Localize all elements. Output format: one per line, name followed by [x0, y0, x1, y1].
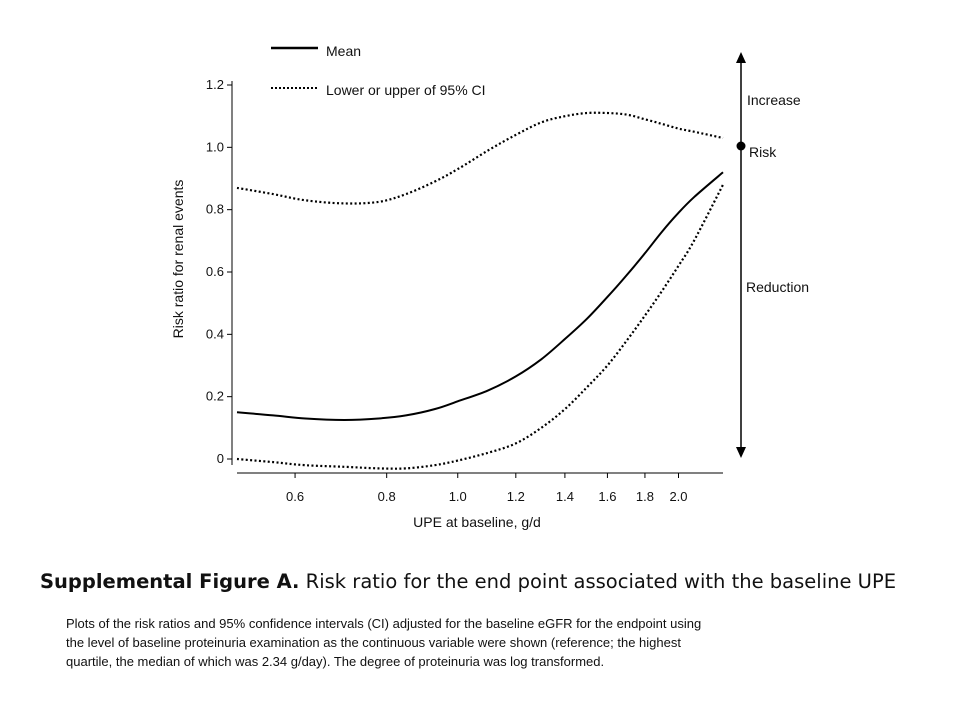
x-tick-label: 0.6 — [286, 489, 304, 504]
figure-caption-text: Risk ratio for the end point associated … — [299, 570, 897, 593]
x-tick-label: 1.2 — [507, 489, 525, 504]
risk-ratio-chart: 0 0.2 0.4 0.6 0.8 1.0 1.2 0.6 0.8 1.0 1.2 1.4 1.6 1.… — [170, 43, 809, 530]
legend-mean-label: Mean — [326, 43, 361, 59]
x-tick-label: 2.0 — [669, 489, 687, 504]
caption-line: Plots of the risk ratios and 95% confide… — [66, 616, 702, 631]
figure-caption-body: Plots of the risk ratios and 95% confide… — [66, 614, 866, 671]
y-tick-label: 0.8 — [206, 202, 224, 217]
series-layer — [236, 111, 724, 470]
y-tick-label: 0.2 — [206, 389, 224, 404]
figure-caption-label: Supplemental Figure A. — [40, 570, 300, 593]
caption-line: the level of baseline proteinuria examin… — [66, 635, 681, 650]
risk-label: Risk — [749, 144, 777, 160]
risk-indicator: Increase Risk Reduction — [736, 52, 809, 458]
legend: Mean Lower or upper of 95% CI — [271, 43, 486, 98]
x-tick-label: 1.6 — [598, 489, 616, 504]
legend-ci-label: Lower or upper of 95% CI — [326, 82, 486, 98]
mean-series-line — [236, 171, 724, 422]
x-tick-label: 0.8 — [378, 489, 396, 504]
arrow-down-icon — [736, 447, 746, 458]
x-tick-label: 1.4 — [556, 489, 574, 504]
reduction-label: Reduction — [746, 279, 809, 295]
arrow-up-icon — [736, 52, 746, 63]
x-axis: 0.6 0.8 1.0 1.2 1.4 1.6 1.8 2.0 — [237, 472, 723, 504]
y-tick-label: 0.4 — [206, 326, 224, 341]
y-tick-label: 0 — [217, 451, 224, 466]
x-tick-label: 1.0 — [449, 489, 467, 504]
x-tick-label: 1.8 — [636, 489, 654, 504]
y-axis-label: Risk ratio for renal events — [170, 180, 186, 339]
y-tick-label: 0.6 — [206, 264, 224, 279]
reference-point-dot — [736, 141, 746, 151]
caption-line: quartile, the median of which was 2.34 g… — [66, 654, 605, 669]
ci-series-line — [236, 111, 724, 205]
y-axis: 0 0.2 0.4 0.6 0.8 1.0 1.2 — [206, 77, 233, 466]
ci-series-line — [236, 184, 724, 470]
y-tick-label: 1.0 — [206, 139, 224, 154]
y-tick-label: 1.2 — [206, 77, 224, 92]
increase-label: Increase — [747, 92, 801, 108]
x-axis-label: UPE at baseline, g/d — [413, 514, 541, 530]
figure-caption-title: Supplemental Figure A. Risk ratio for th… — [40, 570, 940, 593]
